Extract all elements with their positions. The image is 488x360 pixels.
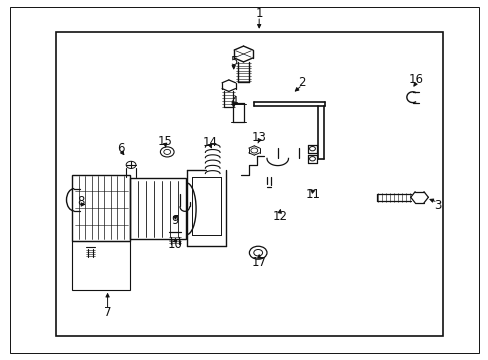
Text: 11: 11: [305, 188, 320, 201]
Text: 5: 5: [229, 55, 237, 68]
Text: 13: 13: [251, 131, 266, 144]
Bar: [72, 241, 130, 290]
Text: 10: 10: [167, 238, 182, 251]
Bar: [56, 32, 442, 336]
Text: 14: 14: [203, 136, 217, 149]
Bar: [72, 175, 130, 241]
Text: 4: 4: [229, 95, 237, 108]
Text: 7: 7: [103, 306, 111, 319]
Text: 16: 16: [408, 73, 423, 86]
Text: 6: 6: [117, 142, 125, 155]
Text: 3: 3: [433, 199, 441, 212]
Text: 17: 17: [251, 256, 266, 269]
Text: 12: 12: [272, 210, 286, 222]
Text: 15: 15: [158, 135, 172, 148]
Text: 8: 8: [77, 195, 84, 208]
Text: 9: 9: [171, 214, 179, 227]
Text: 1: 1: [255, 7, 263, 20]
Bar: [130, 178, 186, 239]
Text: 2: 2: [298, 76, 305, 89]
